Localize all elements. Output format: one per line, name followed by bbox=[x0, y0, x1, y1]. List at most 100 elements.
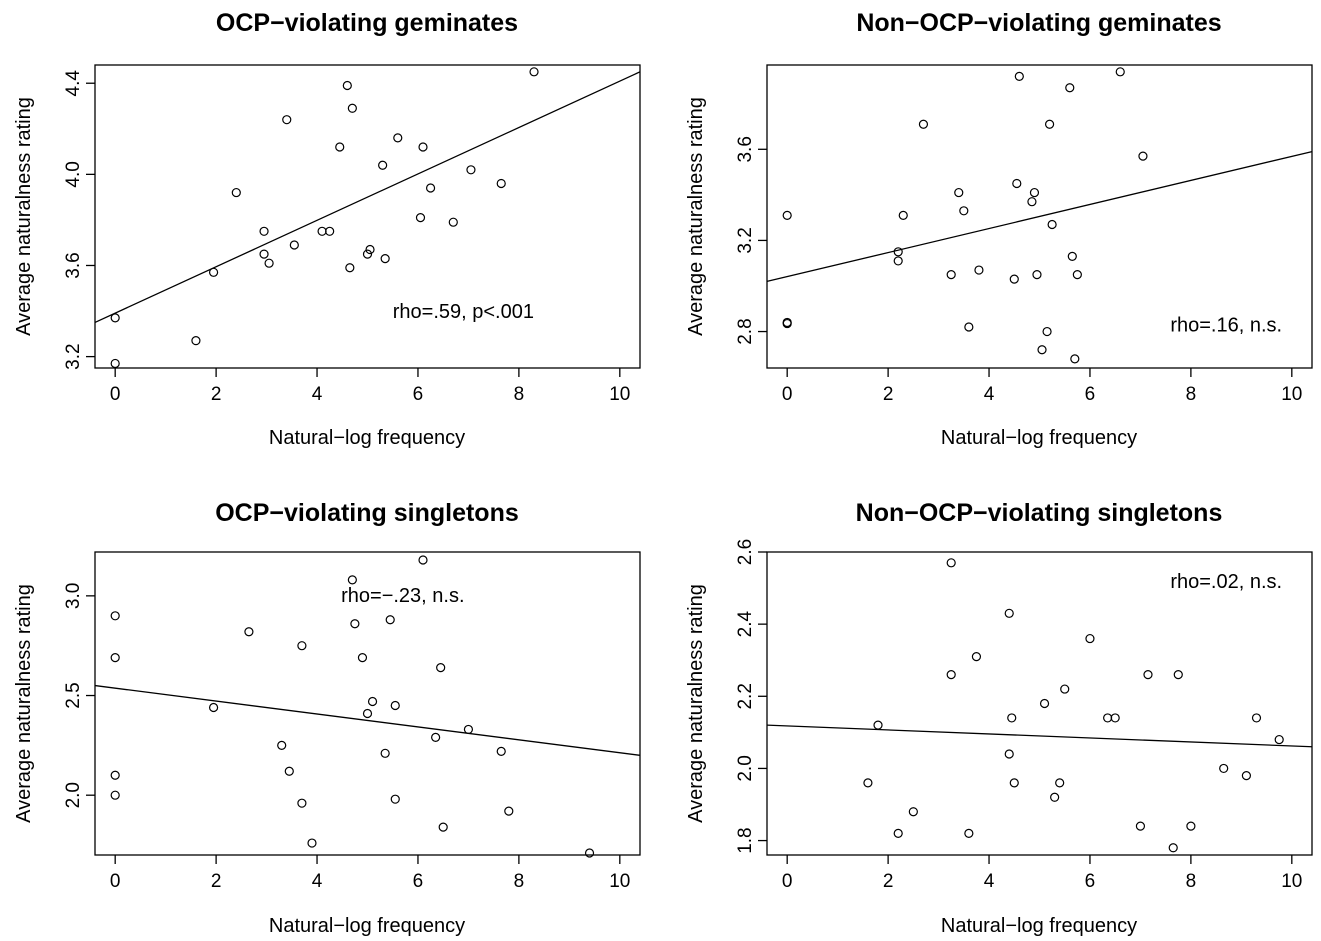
data-point bbox=[284, 766, 294, 776]
data-point bbox=[1070, 354, 1080, 364]
y-tick-label: 4.0 bbox=[63, 161, 84, 187]
data-point bbox=[946, 558, 956, 568]
data-point bbox=[1085, 633, 1095, 644]
data-point bbox=[1014, 71, 1024, 81]
data-point bbox=[297, 641, 307, 651]
data-point bbox=[110, 313, 120, 323]
correlation-annotation: rho=.59, p<.001 bbox=[393, 301, 534, 323]
data-point bbox=[390, 700, 400, 711]
data-point bbox=[946, 269, 956, 280]
data-point bbox=[1115, 67, 1125, 77]
data-point bbox=[1042, 326, 1052, 337]
data-point bbox=[496, 178, 506, 189]
x-tick-label: 8 bbox=[1186, 384, 1197, 405]
data-point bbox=[335, 142, 345, 152]
panel-non-ocp-violating-geminates: Non−OCP−violating geminates 0 2 4 6 8 10 2.8 3… bbox=[685, 9, 1313, 449]
data-point bbox=[208, 702, 219, 713]
data-point bbox=[264, 258, 274, 268]
panel-title: OCP−violating singletons bbox=[215, 499, 519, 527]
x-axis-label: Natural−log frequency bbox=[269, 915, 465, 937]
x-tick-label: 10 bbox=[1281, 384, 1302, 405]
data-point bbox=[393, 133, 403, 143]
data-point bbox=[380, 254, 390, 264]
data-point bbox=[1032, 269, 1042, 280]
data-point bbox=[1050, 792, 1060, 802]
data-point bbox=[425, 183, 436, 193]
x-tick-label: 0 bbox=[782, 871, 793, 892]
data-point bbox=[1067, 251, 1077, 261]
x-tick-label: 10 bbox=[609, 871, 630, 892]
y-tick-label: 3.2 bbox=[63, 343, 84, 369]
data-point bbox=[342, 80, 352, 91]
data-point bbox=[325, 226, 335, 236]
data-point bbox=[1135, 821, 1146, 831]
data-point bbox=[289, 240, 299, 250]
data-point bbox=[1027, 197, 1037, 207]
x-tick-label: 8 bbox=[514, 871, 525, 892]
data-point bbox=[1007, 713, 1017, 723]
data-point bbox=[873, 720, 883, 730]
data-point bbox=[110, 358, 120, 369]
data-point bbox=[1047, 219, 1057, 230]
data-point bbox=[390, 794, 400, 804]
data-point bbox=[110, 790, 120, 800]
x-axis: 0 2 4 6 8 10 bbox=[110, 855, 630, 892]
x-axis: 0 2 4 6 8 10 bbox=[110, 368, 630, 405]
x-axis: 0 2 4 6 8 10 bbox=[782, 855, 1302, 892]
data-point bbox=[959, 206, 969, 216]
data-point bbox=[964, 322, 974, 332]
data-point bbox=[431, 732, 441, 742]
data-point bbox=[1251, 713, 1262, 723]
data-point bbox=[1065, 83, 1075, 93]
x-tick-label: 10 bbox=[1281, 871, 1302, 892]
y-tick-label: 3.0 bbox=[63, 583, 84, 609]
data-point bbox=[584, 848, 595, 858]
x-tick-label: 6 bbox=[413, 384, 424, 405]
y-axis-label: Average naturalness rating bbox=[13, 97, 35, 336]
data-point bbox=[1072, 269, 1082, 280]
data-point bbox=[350, 619, 360, 629]
data-point bbox=[1110, 713, 1120, 723]
data-point bbox=[893, 256, 903, 266]
correlation-annotation: rho=.16, n.s. bbox=[1170, 315, 1282, 337]
data-point bbox=[345, 263, 355, 273]
data-points bbox=[782, 67, 1148, 364]
y-tick-label: 2.2 bbox=[735, 683, 756, 709]
data-point bbox=[415, 213, 426, 223]
data-point bbox=[110, 653, 120, 663]
data-point bbox=[529, 67, 539, 77]
x-axis: 0 2 4 6 8 10 bbox=[782, 368, 1302, 405]
data-point bbox=[347, 575, 357, 585]
data-point bbox=[438, 822, 448, 832]
panel-non-ocp-violating-singletons: Non−OCP−violating singletons 0 2 4 6 8 10 1.8… bbox=[685, 499, 1313, 937]
data-point bbox=[893, 247, 903, 257]
data-point bbox=[362, 249, 373, 259]
x-tick-label: 4 bbox=[984, 384, 995, 405]
data-point bbox=[1241, 771, 1251, 781]
data-point bbox=[436, 663, 446, 673]
data-point bbox=[782, 318, 792, 329]
x-tick-label: 4 bbox=[984, 871, 995, 892]
data-point bbox=[466, 165, 476, 175]
data-point bbox=[496, 746, 506, 756]
data-point bbox=[277, 740, 287, 750]
data-points bbox=[110, 67, 539, 369]
data-point bbox=[1009, 778, 1019, 788]
data-point bbox=[259, 226, 269, 236]
data-points bbox=[863, 558, 1284, 853]
y-tick-label: 4.4 bbox=[63, 70, 84, 97]
data-point bbox=[918, 119, 929, 129]
data-point bbox=[1039, 698, 1050, 709]
data-point bbox=[208, 267, 219, 277]
data-point bbox=[782, 210, 792, 220]
data-point bbox=[347, 103, 357, 113]
data-point bbox=[1168, 843, 1178, 853]
regression-line bbox=[766, 150, 1313, 283]
panel-title: Non−OCP−violating geminates bbox=[856, 9, 1221, 37]
plot-frame bbox=[94, 64, 641, 369]
y-tick-label: 2.8 bbox=[735, 318, 756, 344]
y-axis: 2.8 3.2 3.6 bbox=[735, 136, 767, 345]
plot-frame bbox=[766, 551, 1313, 856]
data-point bbox=[1060, 684, 1070, 694]
data-point bbox=[1219, 763, 1229, 774]
